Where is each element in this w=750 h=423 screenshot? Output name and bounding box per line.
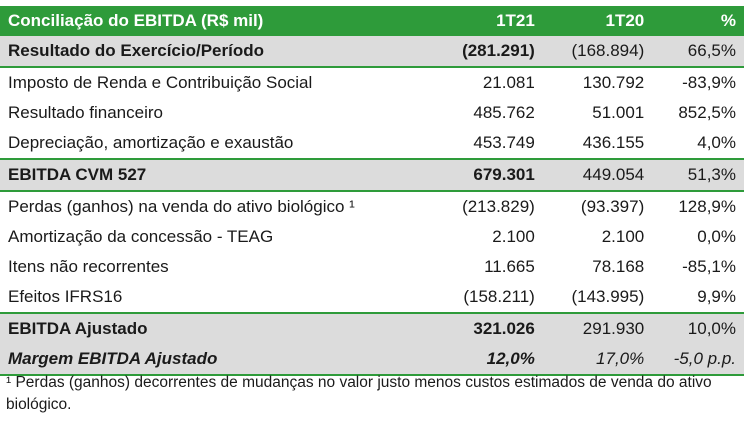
value-1t20: (143.995) [571, 287, 645, 306]
value-pct: 852,5% [678, 103, 736, 122]
value-1t21: 321.026 [429, 312, 543, 344]
row-label: Imposto de Renda e Contribuição Social [8, 73, 313, 92]
table-row: Depreciação, amortização e exaustão 453.… [0, 128, 744, 159]
row-label: Perdas (ganhos) na venda do ativo biológ… [8, 197, 355, 216]
table-row: Efeitos IFRS16 (158.211) (143.995) 9,9% [0, 282, 744, 313]
table-row: Resultado financeiro 485.762 51.001 852,… [0, 98, 744, 128]
value-pct: 4,0% [697, 133, 736, 152]
ebitda-reconciliation-table: Conciliação do EBITDA (R$ mil) 1T21 1T20… [0, 6, 744, 376]
column-header-1t20: 1T20 [542, 6, 653, 36]
table-header-row: Conciliação do EBITDA (R$ mil) 1T21 1T20… [0, 6, 744, 36]
value-1t21: 485.762 [473, 103, 535, 122]
value-1t20: 78.168 [592, 257, 645, 276]
value-pct: 9,9% [697, 287, 736, 306]
value-1t20: 436.155 [582, 133, 645, 152]
value-pct: -85,1% [682, 257, 736, 276]
value-1t20: 449.054 [542, 158, 653, 192]
row-label: Itens não recorrentes [8, 257, 169, 276]
value-1t21: 12,0% [429, 344, 543, 376]
row-label: EBITDA CVM 527 [0, 158, 430, 192]
row-label: Margem EBITDA Ajustado [0, 344, 430, 376]
value-pct: -5,0 p.p. [652, 344, 744, 376]
value-pct: 51,3% [652, 158, 744, 192]
table-row: Resultado do Exercício/Período (281.291)… [0, 36, 744, 68]
row-label: Efeitos IFRS16 [8, 287, 123, 306]
footnote: ¹ Perdas (ganhos) decorrentes de mudança… [6, 374, 712, 413]
row-label: Resultado financeiro [8, 103, 163, 122]
value-1t20: 130.792 [582, 73, 645, 92]
table-title: Conciliação do EBITDA (R$ mil) [0, 6, 430, 36]
value-1t20: 2.100 [601, 227, 645, 246]
table-row: Amortização da concessão - TEAG 2.100 2.… [0, 222, 744, 252]
value-1t20: 51.001 [592, 103, 645, 122]
value-1t21: 2.100 [492, 227, 535, 246]
table-row: Margem EBITDA Ajustado 12,0% 17,0% -5,0 … [0, 344, 744, 376]
row-label: Depreciação, amortização e exaustão [8, 133, 294, 152]
table-row: EBITDA CVM 527 679.301 449.054 51,3% [0, 158, 744, 192]
column-header-pct: % [652, 6, 744, 36]
value-1t21: 21.081 [482, 73, 535, 92]
value-pct: 66,5% [652, 36, 744, 68]
column-header-1t21: 1T21 [429, 6, 543, 36]
row-label: Amortização da concessão - TEAG [8, 227, 274, 246]
value-pct: 128,9% [678, 197, 736, 216]
table-row: EBITDA Ajustado 321.026 291.930 10,0% [0, 312, 744, 344]
row-label: Resultado do Exercício/Período [0, 36, 430, 68]
value-1t21: (281.291) [429, 36, 543, 68]
value-pct: -83,9% [682, 73, 736, 92]
value-1t21: (213.829) [462, 197, 535, 216]
value-pct: 10,0% [652, 312, 744, 344]
value-1t20: (93.397) [580, 197, 645, 216]
value-1t20: (168.894) [542, 36, 653, 68]
table-row: Imposto de Renda e Contribuição Social 2… [0, 67, 744, 98]
value-1t21: 679.301 [429, 158, 543, 192]
value-1t21: 11.665 [484, 257, 535, 276]
table-row: Perdas (ganhos) na venda do ativo biológ… [0, 191, 744, 222]
row-label: EBITDA Ajustado [0, 312, 430, 344]
value-1t20: 17,0% [542, 344, 653, 376]
value-1t21: (158.211) [463, 287, 535, 306]
value-1t20: 291.930 [542, 312, 653, 344]
value-1t21: 453.749 [473, 133, 535, 152]
value-pct: 0,0% [697, 227, 736, 246]
table-row: Itens não recorrentes 11.665 78.168 -85,… [0, 252, 744, 282]
